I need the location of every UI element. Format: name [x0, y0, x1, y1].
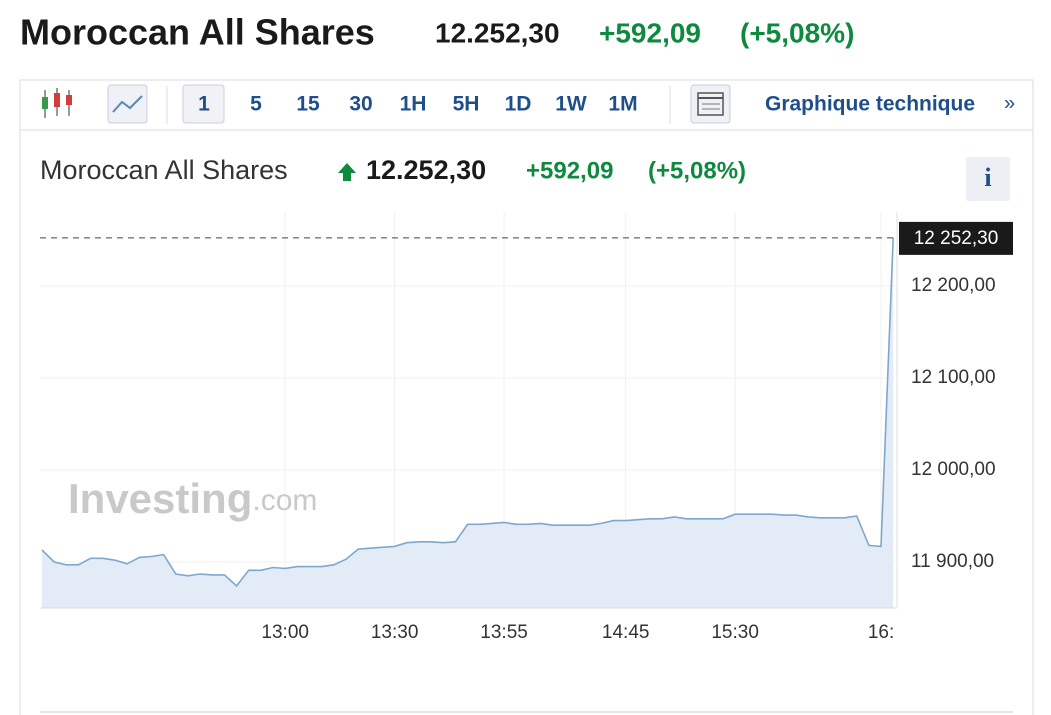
technical-link[interactable]: Graphique technique	[765, 93, 975, 116]
interval-button[interactable]: 30	[349, 93, 372, 116]
watermark: Investing.com	[68, 475, 317, 522]
x-tick-label: 13:00	[261, 622, 309, 643]
area-fill	[42, 237, 894, 608]
x-tick-label: 14:45	[602, 622, 650, 643]
interval-button[interactable]: 5	[250, 93, 262, 116]
link-arrow[interactable]: »	[1004, 92, 1015, 114]
layout-icon[interactable]	[690, 84, 731, 124]
interval-selected	[182, 84, 225, 124]
interval-button[interactable]: 15	[296, 93, 320, 116]
y-tick-label: 12 100,00	[911, 367, 996, 388]
y-tick-label: 11 900,00	[911, 551, 994, 572]
x-tick-label: 15:30	[711, 622, 759, 643]
watermark-suffix: .com	[252, 484, 317, 517]
interval-button[interactable]: 5H	[453, 93, 480, 116]
x-tick-label: 13:55	[480, 622, 528, 643]
y-tick-label: 12 000,00	[911, 459, 996, 480]
chart-price: 12.252,30	[366, 155, 486, 185]
page-title: Moroccan All Shares	[20, 12, 375, 53]
interval-button[interactable]: 1H	[400, 93, 427, 116]
last-price-box	[899, 221, 1013, 255]
candle-icon[interactable]	[42, 88, 72, 118]
interval-button[interactable]: 1D	[505, 93, 532, 116]
info-button[interactable]	[966, 157, 1010, 201]
interval-button[interactable]: 1M	[608, 93, 637, 116]
x-tick-label: 16:	[868, 622, 894, 643]
header-price: 12.252,30	[435, 17, 560, 48]
header-change-pct: (+5,08%)	[740, 17, 854, 48]
chart-change: +592,09	[526, 157, 613, 184]
y-tick-label: 12 200,00	[911, 275, 996, 296]
line-icon[interactable]	[107, 84, 148, 124]
watermark-brand: Investing	[68, 475, 252, 522]
up-arrow	[338, 163, 356, 181]
interval-button[interactable]: 1W	[555, 93, 587, 116]
info-icon[interactable]: i	[984, 163, 991, 192]
last-price-label: 12 252,30	[914, 228, 999, 249]
interval-button[interactable]: 1	[198, 93, 210, 116]
header-change: +592,09	[599, 17, 701, 48]
chart-change-pct: (+5,08%)	[648, 157, 746, 184]
price-line	[41, 237, 894, 588]
x-tick-label: 13:30	[371, 622, 419, 643]
chart-title: Moroccan All Shares	[40, 155, 288, 185]
